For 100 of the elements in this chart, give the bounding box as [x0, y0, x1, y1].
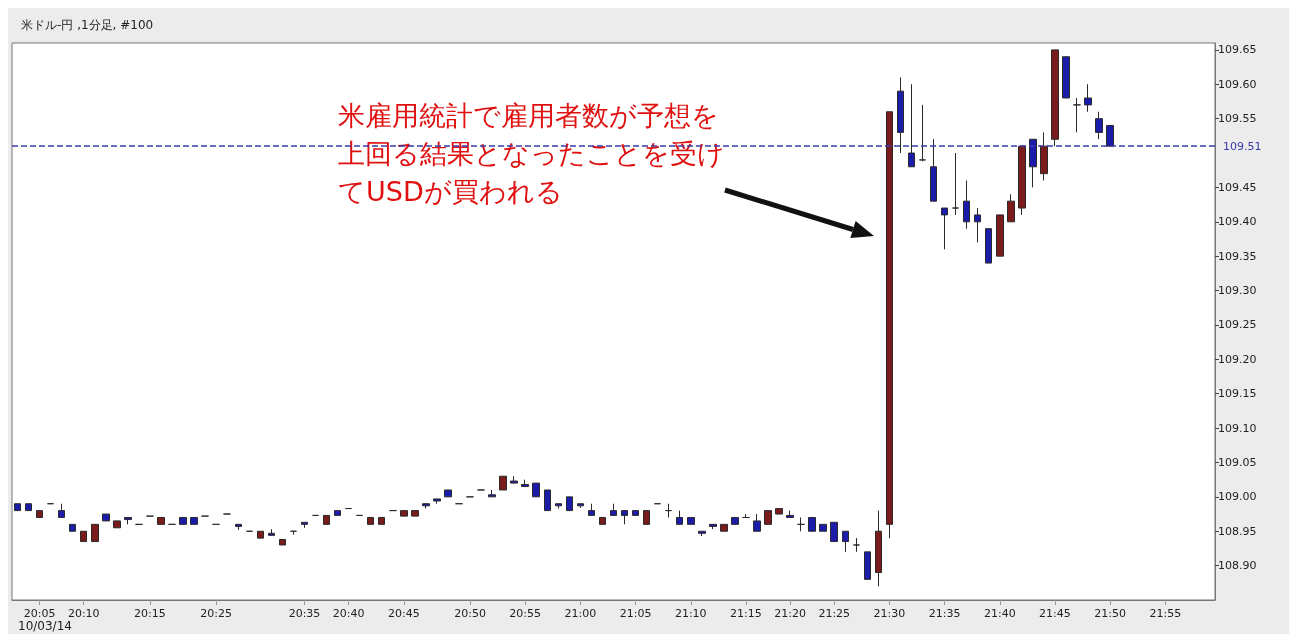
candlestick — [1062, 56, 1070, 99]
x-tick-label: 20:50 — [454, 607, 486, 620]
candlestick — [996, 214, 1004, 257]
candlestick — [632, 510, 639, 516]
candlestick — [908, 83, 915, 168]
candlestick — [676, 510, 683, 525]
y-tick-label: 109.55 — [1218, 112, 1257, 126]
candlestick — [334, 510, 341, 516]
candlestick — [14, 503, 21, 512]
y-tick-label: 108.90 — [1218, 559, 1257, 573]
candlestick — [566, 496, 573, 512]
candlestick — [532, 482, 540, 498]
candlestick — [378, 516, 385, 525]
candlestick — [69, 523, 76, 532]
candlestick — [786, 510, 794, 518]
candlestick — [952, 152, 959, 216]
candlestick — [720, 523, 728, 532]
candlestick — [808, 516, 816, 532]
candlestick — [819, 523, 827, 532]
candlestick — [1018, 145, 1026, 216]
candlestick — [400, 510, 408, 517]
candlestick — [963, 180, 970, 230]
candlestick — [941, 207, 948, 250]
y-tick-label: 109.05 — [1218, 455, 1257, 469]
y-tick-label: 109.10 — [1218, 421, 1257, 435]
candlestick — [367, 516, 374, 525]
candlestick — [279, 538, 286, 546]
candlestick — [433, 498, 441, 505]
text: 10/03/14 — [18, 619, 72, 633]
x-tick-label: 21:45 — [1039, 607, 1071, 620]
x-tick-label: 21:35 — [928, 607, 961, 620]
candlestick — [1073, 97, 1081, 133]
candlestick — [599, 516, 606, 525]
candlestick — [930, 138, 937, 202]
candlestick — [91, 523, 99, 543]
candlestick — [80, 530, 87, 543]
candlestick — [257, 530, 264, 539]
candlestick — [864, 551, 871, 580]
candlestick — [25, 503, 32, 512]
x-tick-label: 21:50 — [1094, 607, 1126, 620]
candlestick — [58, 503, 65, 518]
x-tick-label: 21:05 — [619, 607, 652, 620]
y-tick-label: 109.40 — [1218, 215, 1257, 229]
candlestick — [974, 207, 981, 243]
x-tick-label: 20:25 — [200, 607, 233, 620]
candlestick — [886, 111, 893, 539]
y-tick-label: 109.35 — [1218, 249, 1257, 263]
candlestick — [102, 513, 110, 522]
candlestick — [1040, 131, 1048, 182]
x-tick-label: 21:30 — [873, 607, 906, 620]
x-tick-label: 21:10 — [674, 607, 707, 620]
x-tick-label: 20:55 — [509, 607, 542, 620]
candlestick — [853, 537, 860, 553]
candlestick — [577, 503, 584, 509]
candlestick — [36, 510, 43, 518]
candlestick — [1095, 111, 1103, 140]
candlestick — [985, 228, 992, 264]
candlestick — [588, 503, 595, 516]
candlestick — [643, 510, 650, 525]
y-tick-label: 109.60 — [1218, 77, 1257, 91]
y-tick-label: 109.25 — [1218, 318, 1257, 332]
candlestick — [124, 516, 132, 525]
candlestick — [1007, 193, 1015, 223]
candlestick — [687, 516, 695, 525]
candlestick — [422, 503, 430, 510]
y-tick-label: 108.95 — [1218, 524, 1257, 538]
candlestick — [621, 510, 628, 525]
candlestick — [488, 489, 496, 498]
candlestick — [510, 475, 518, 484]
candlestick — [753, 513, 761, 532]
candlestick — [190, 516, 198, 525]
candlestick — [797, 516, 805, 532]
candlestick — [665, 503, 672, 518]
candlestick — [775, 508, 783, 515]
candlestick — [1106, 125, 1114, 147]
candlestick — [113, 520, 121, 529]
y-tick-label: 109.45 — [1218, 180, 1257, 194]
x-tick-label: 20:15 — [134, 607, 166, 620]
candlestick — [411, 510, 419, 517]
candlestick — [444, 489, 452, 498]
y-tick-label: 109.30 — [1218, 284, 1257, 298]
candlestick — [709, 523, 717, 530]
x-tick-label: 21:15 — [730, 607, 762, 620]
candlestick — [830, 521, 838, 543]
candlestick — [919, 104, 926, 162]
candlestick — [875, 510, 882, 587]
x-tick-label: 20:45 — [387, 607, 420, 620]
y-tick-label: 109.65 — [1218, 43, 1257, 57]
candlestick — [268, 528, 275, 536]
candlestick — [555, 503, 562, 510]
candlestick — [1084, 83, 1092, 113]
annotation: 米雇用統計で雇用者数が予想を上回る結果となったことを受けてUSDが買われる — [338, 99, 725, 207]
candlestick — [179, 516, 187, 525]
x-tick-label: 20:35 — [288, 607, 321, 620]
candlestick — [764, 510, 772, 525]
x-tick-label: 21:40 — [983, 607, 1016, 620]
x-tick-label: 21:20 — [774, 607, 806, 620]
candlestick — [499, 475, 507, 491]
candlestick — [610, 503, 617, 516]
x-tick-label: 21:55 — [1149, 607, 1182, 620]
